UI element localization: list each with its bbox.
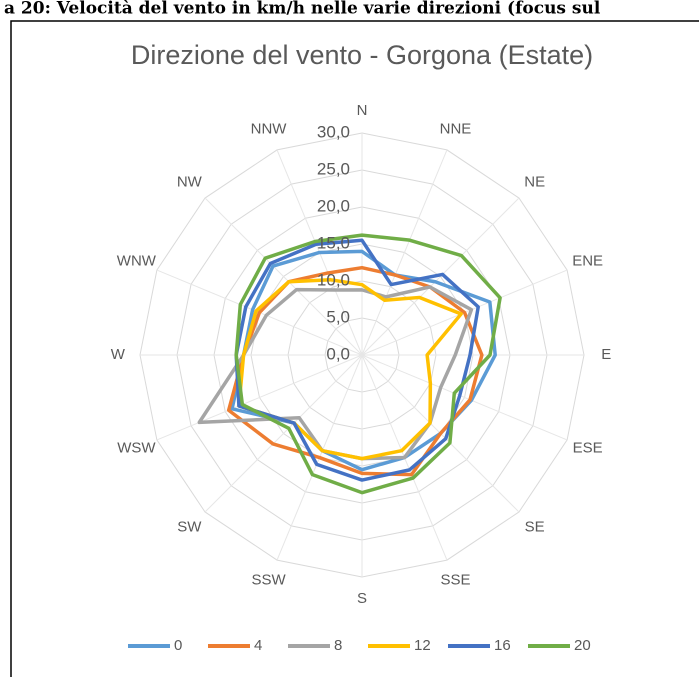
series-line: [226, 265, 484, 477]
frame: [10, 20, 699, 677]
series-line: [237, 278, 463, 461]
series-line: [230, 249, 497, 472]
spoke: [204, 354, 363, 513]
series-line: [234, 233, 502, 495]
r-tick-label: 10,0: [317, 270, 350, 289]
spoke: [361, 354, 568, 441]
category-label: N: [357, 102, 368, 119]
r-tick-label: 25,0: [317, 159, 350, 178]
legend-label: 16: [494, 637, 511, 654]
category-label: E: [601, 346, 611, 363]
category-label: ESE: [573, 439, 603, 456]
category-label: SSW: [251, 572, 286, 589]
spoke: [204, 197, 363, 356]
category-label: WNW: [117, 253, 157, 270]
legend-label: 0: [174, 637, 182, 654]
category-label: WSW: [117, 439, 156, 456]
legend-label: 4: [254, 637, 262, 654]
r-tick-label: 15,0: [317, 233, 350, 252]
r-tick-label: 0,0: [326, 344, 350, 363]
r-tick-label: 5,0: [326, 307, 350, 326]
legend-label: 12: [414, 637, 431, 654]
r-tick-label: 20,0: [317, 196, 350, 215]
legend-label: 8: [334, 637, 342, 654]
category-label: NNW: [251, 120, 288, 137]
category-label: SE: [525, 519, 545, 536]
chart-title: Direzione del vento - Gorgona (Estate): [131, 40, 593, 70]
category-label: ENE: [572, 253, 603, 270]
category-label: S: [357, 590, 367, 607]
category-label: NW: [177, 173, 203, 190]
spoke: [361, 149, 448, 356]
r-tick-label: 30,0: [317, 122, 350, 141]
legend-label: 20: [574, 637, 591, 654]
caption: a 20: Velocità del vento in km/h nelle v…: [4, 0, 601, 19]
category-label: NNE: [440, 120, 472, 137]
series-line: [234, 238, 480, 482]
category-label: SSE: [440, 572, 470, 589]
category-label: W: [111, 346, 126, 363]
category-label: NE: [524, 173, 545, 190]
category-label: SW: [177, 519, 202, 536]
spoke: [156, 354, 363, 441]
